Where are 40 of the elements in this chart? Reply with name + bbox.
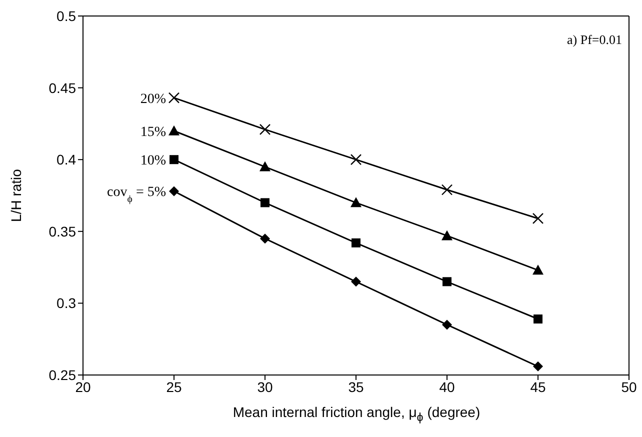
point <box>350 154 362 166</box>
x-tick-label: 35 <box>348 378 364 395</box>
x-tick-label: 20 <box>75 378 91 395</box>
y-tick-label: 0.45 <box>48 80 76 96</box>
point <box>260 234 270 244</box>
point <box>442 320 452 330</box>
point <box>441 184 453 196</box>
y-tick-label: 0.3 <box>56 295 76 312</box>
y-tick-label: 0.4 <box>56 152 76 168</box>
x-axis-title: Mean internal friction angle, μ$_{ϕ}$ (degree) <box>232 404 482 424</box>
x-tick-label: 30 <box>257 378 273 395</box>
series-label: 20% <box>140 92 166 107</box>
point <box>351 276 361 287</box>
y-tick-label: 0.25 <box>48 366 76 383</box>
x-tick-label: 25 <box>166 378 182 395</box>
point <box>259 124 271 136</box>
point <box>442 230 452 240</box>
point <box>168 125 180 136</box>
series-label: cov$_{ϕ}$ = 5% <box>107 185 166 205</box>
point <box>168 92 180 104</box>
point <box>442 277 452 286</box>
series-label: 15% <box>140 124 166 140</box>
y-axis-title: L/H ratio <box>8 168 24 222</box>
point <box>352 238 360 248</box>
point <box>533 361 543 372</box>
point <box>260 198 270 208</box>
series-label: 10% <box>140 154 166 169</box>
x-tick-label: 45 <box>530 378 546 395</box>
point <box>169 186 179 196</box>
point <box>532 264 544 275</box>
annotation: a) Pf=0.01 <box>567 32 622 48</box>
point <box>350 197 362 208</box>
y-tick-label: 0.35 <box>48 223 76 240</box>
point <box>170 155 178 164</box>
point <box>260 161 270 172</box>
point <box>532 212 544 224</box>
y-tick-label: 0.5 <box>56 8 76 24</box>
point <box>534 314 542 324</box>
x-tick-label: 40 <box>439 378 455 395</box>
x-tick-label: 50 <box>621 378 637 395</box>
